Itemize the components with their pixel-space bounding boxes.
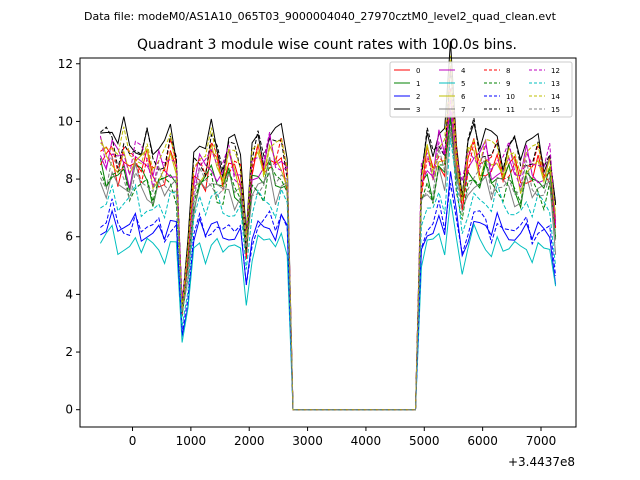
- x-tick-label: 2000: [234, 434, 265, 448]
- legend-label-11: 11: [506, 106, 515, 114]
- y-tick-label: 8: [65, 172, 73, 186]
- x-tick-label: 0: [129, 434, 137, 448]
- x-tick-label: 5000: [409, 434, 440, 448]
- legend-label-0: 0: [416, 67, 420, 75]
- axes-frame: [79, 57, 577, 428]
- x-tick-label: 7000: [526, 434, 557, 448]
- x-offset-label: +3.4437e8: [508, 455, 575, 469]
- legend-label-15: 15: [551, 106, 560, 114]
- series-line-5: [99, 199, 557, 411]
- series-line-12: [99, 100, 557, 411]
- legend-label-2: 2: [416, 93, 420, 101]
- x-tick-label: 6000: [467, 434, 498, 448]
- x-tick-label: 1000: [176, 434, 207, 448]
- y-tick-label: 2: [65, 345, 73, 359]
- legend-label-14: 14: [551, 93, 560, 101]
- legend-box: [389, 61, 573, 118]
- y-tick-label: 0: [65, 403, 73, 417]
- x-tick-label: 3000: [292, 434, 323, 448]
- y-tick-label: 10: [58, 114, 73, 128]
- legend-label-7: 7: [461, 106, 465, 114]
- chart-title: Quadrant 3 module wise count rates with …: [137, 37, 517, 53]
- legend-label-9: 9: [506, 80, 510, 88]
- legend-label-12: 12: [551, 67, 560, 75]
- legend-label-4: 4: [461, 67, 466, 75]
- y-tick-label: 4: [65, 287, 73, 301]
- legend-label-5: 5: [461, 80, 465, 88]
- series-line-13: [100, 138, 557, 411]
- plot-area: [99, 41, 557, 411]
- legend-label-10: 10: [506, 93, 515, 101]
- legend-label-6: 6: [461, 93, 466, 101]
- series-line-4: [99, 110, 557, 411]
- y-tick-label: 6: [65, 230, 73, 244]
- series-line-7: [99, 131, 557, 411]
- series-line-10: [100, 183, 557, 411]
- legend-label-1: 1: [416, 80, 420, 88]
- series-line-15: [99, 127, 557, 411]
- legend-label-3: 3: [416, 106, 420, 114]
- series-line-14: [100, 55, 557, 411]
- series-line-11: [100, 67, 557, 411]
- y-tick-label: 12: [58, 57, 73, 71]
- legend-label-8: 8: [506, 67, 510, 75]
- legend-label-13: 13: [551, 80, 560, 88]
- datafile-caption: Data file: modeM0/AS1A10_065T03_90000040…: [84, 10, 557, 23]
- x-tick-label: 4000: [351, 434, 382, 448]
